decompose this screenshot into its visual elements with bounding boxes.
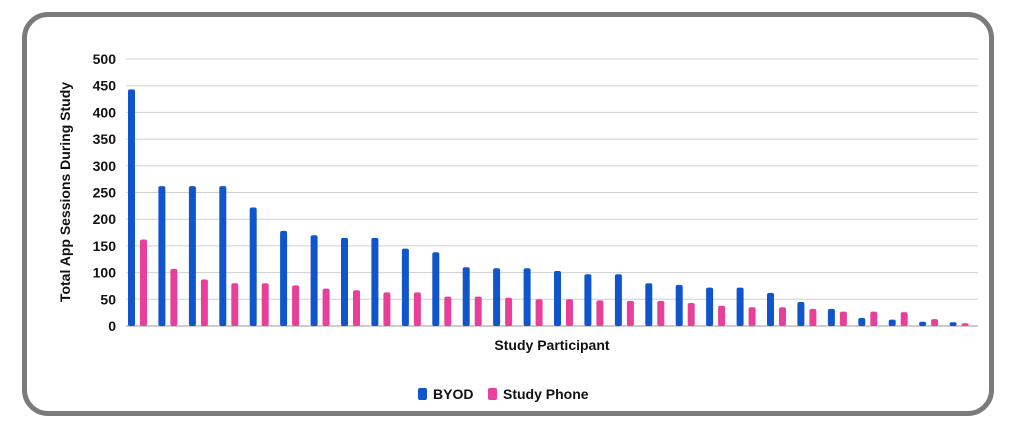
y-tick-label: 250 (93, 185, 117, 201)
y-tick-label: 0 (108, 318, 116, 334)
y-tick-label: 450 (93, 78, 117, 94)
y-tick-label: 350 (93, 131, 117, 147)
bar-byod (736, 287, 744, 326)
y-tick-label: 100 (93, 265, 117, 281)
bar-byod (675, 284, 683, 326)
bar-byod (310, 235, 318, 326)
bar-byod (523, 268, 531, 326)
bar-byod (371, 237, 379, 326)
legend-swatch-byod (418, 388, 427, 400)
bar-byod (432, 252, 440, 326)
bar-study-phone (657, 300, 665, 326)
bar-byod (858, 318, 866, 326)
bar-study-phone (931, 319, 939, 326)
y-tick-label: 50 (100, 291, 116, 307)
bar-byod (280, 230, 288, 326)
bar-byod (919, 321, 927, 326)
bar-study-phone (870, 311, 878, 326)
bar-byod (584, 274, 592, 326)
bar-study-phone (383, 292, 391, 326)
bar-study-phone (140, 239, 147, 326)
bar-byod (128, 89, 135, 327)
bar-byod (493, 268, 501, 326)
bar-study-phone (718, 305, 726, 326)
bar-study-phone (292, 285, 300, 326)
bar-study-phone (961, 323, 969, 326)
bar-study-phone (809, 308, 817, 326)
bar-study-phone (626, 300, 634, 326)
bar-study-phone (322, 288, 330, 326)
bar-study-phone (748, 307, 756, 326)
y-axis-ticks: 0 50 100 150 200 250 300 350 400 450 500 (93, 51, 117, 334)
bar-byod (158, 186, 166, 326)
bar-study-phone (839, 311, 847, 326)
bar-byod (554, 271, 561, 326)
y-tick-label: 200 (93, 211, 117, 227)
y-tick-label: 300 (93, 158, 117, 174)
legend: BYOD Study Phone (418, 386, 589, 402)
bars (128, 89, 969, 327)
bar-study-phone (779, 307, 786, 326)
bar-study-phone (900, 312, 908, 326)
bar-study-phone (413, 292, 421, 326)
bar-byod (249, 207, 257, 326)
bar-byod (188, 186, 196, 326)
y-tick-label: 150 (93, 238, 117, 254)
bar-byod (827, 308, 835, 326)
bar-byod (462, 267, 470, 326)
bar-byod (645, 283, 653, 326)
bar-byod (401, 248, 409, 326)
legend-swatch-study-phone (488, 388, 497, 400)
x-axis-label: Study Participant (494, 337, 609, 353)
bar-byod (949, 322, 957, 326)
bar-study-phone (261, 283, 269, 326)
chart-frame (22, 12, 994, 416)
bar-study-phone (566, 299, 573, 326)
bar-study-phone (596, 300, 604, 326)
bar-byod (341, 237, 348, 326)
bar-study-phone (687, 303, 695, 326)
y-axis-label: Total App Sessions During Study (57, 82, 73, 302)
bar-byod (614, 274, 622, 326)
bar-study-phone (200, 279, 208, 326)
bar-byod (797, 302, 805, 326)
bar-study-phone (444, 296, 452, 326)
y-tick-label: 400 (93, 104, 117, 120)
bar-study-phone (353, 290, 360, 326)
bar-byod (219, 186, 227, 326)
bar-byod (767, 292, 774, 326)
bar-byod (706, 287, 714, 326)
bar-study-phone (170, 268, 178, 326)
bar-study-phone (231, 283, 239, 326)
bar-study-phone (505, 297, 513, 326)
legend-label-byod: BYOD (433, 386, 473, 402)
bar-study-phone (535, 299, 543, 326)
bar-study-phone (474, 296, 482, 326)
bar-byod (888, 319, 896, 326)
y-tick-label: 500 (93, 51, 117, 67)
legend-label-study-phone: Study Phone (503, 386, 589, 402)
